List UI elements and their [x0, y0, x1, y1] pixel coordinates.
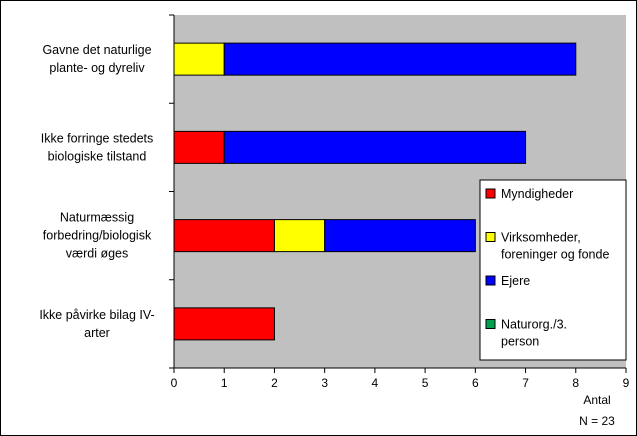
x-tick-label-8: 8	[572, 376, 579, 390]
category-label-2-line-2: værdi øges	[66, 247, 129, 261]
category-label-1-line-0: Ikke forringe stedets	[41, 131, 154, 145]
legend-label-1-line-0: Virksomheder,	[501, 231, 581, 245]
legend: Myndigheder Virksomheder, foreninger og fo…	[479, 179, 627, 361]
category-label-0-line-0: Gavne det naturlige	[42, 43, 151, 57]
legend-label-1-line-1: foreninger og fonde	[501, 248, 609, 262]
category-label-3-line-0: Ikke påvirke bilag IV-	[39, 308, 154, 322]
category-label-2-line-0: Naturmæssig	[60, 211, 134, 225]
category-label-3-line-1: arter	[84, 326, 110, 340]
legend-label-3-line-0: Naturorg./3.	[501, 318, 567, 332]
x-tick-label-5: 5	[422, 376, 429, 390]
legend-swatch-3	[485, 319, 496, 329]
bar-cat1-series2	[223, 130, 527, 164]
x-tick-label-7: 7	[522, 376, 529, 390]
legend-swatch-1	[485, 232, 496, 242]
category-label-0-line-1: plante- og dyreliv	[49, 61, 145, 75]
x-tick-label-1: 1	[221, 376, 228, 390]
legend-label-2-line-0: Ejere	[501, 274, 530, 288]
bar-cat1-series0	[173, 130, 225, 164]
x-axis-title: Antal	[583, 393, 610, 407]
bar-cat2-series1	[273, 219, 326, 253]
x-tick-label-4: 4	[372, 376, 379, 390]
x-tick-label-6: 6	[472, 376, 479, 390]
x-tick-label-0: 0	[171, 376, 178, 390]
category-label-2-line-1: forbedring/biologisk	[43, 229, 152, 243]
sample-size-note: N = 23	[579, 414, 615, 428]
x-tick-label-2: 2	[271, 376, 278, 390]
bar-cat0-series1	[173, 42, 225, 76]
legend-swatch-2	[485, 275, 496, 286]
bar-cat0-series2	[223, 42, 577, 76]
legend-swatch-0	[485, 188, 496, 199]
bar-cat2-series0	[173, 219, 275, 253]
bar-cat3-series0	[173, 307, 275, 341]
axes: 0 1 2 3 4 5 6 7 8 9	[169, 14, 630, 390]
bar-cat2-series2	[324, 219, 476, 253]
bars-layer	[173, 42, 577, 341]
category-labels: Gavne det naturlige plante- og dyreliv Ikk…	[39, 43, 154, 340]
category-label-1-line-1: biologiske tilstand	[48, 149, 147, 163]
x-tick-label-9: 9	[623, 376, 630, 390]
legend-label-0-line-0: Myndigheder	[501, 187, 573, 201]
x-tick-label-3: 3	[321, 376, 328, 390]
legend-box	[479, 179, 627, 361]
legend-label-3-line-1: person	[501, 335, 539, 349]
